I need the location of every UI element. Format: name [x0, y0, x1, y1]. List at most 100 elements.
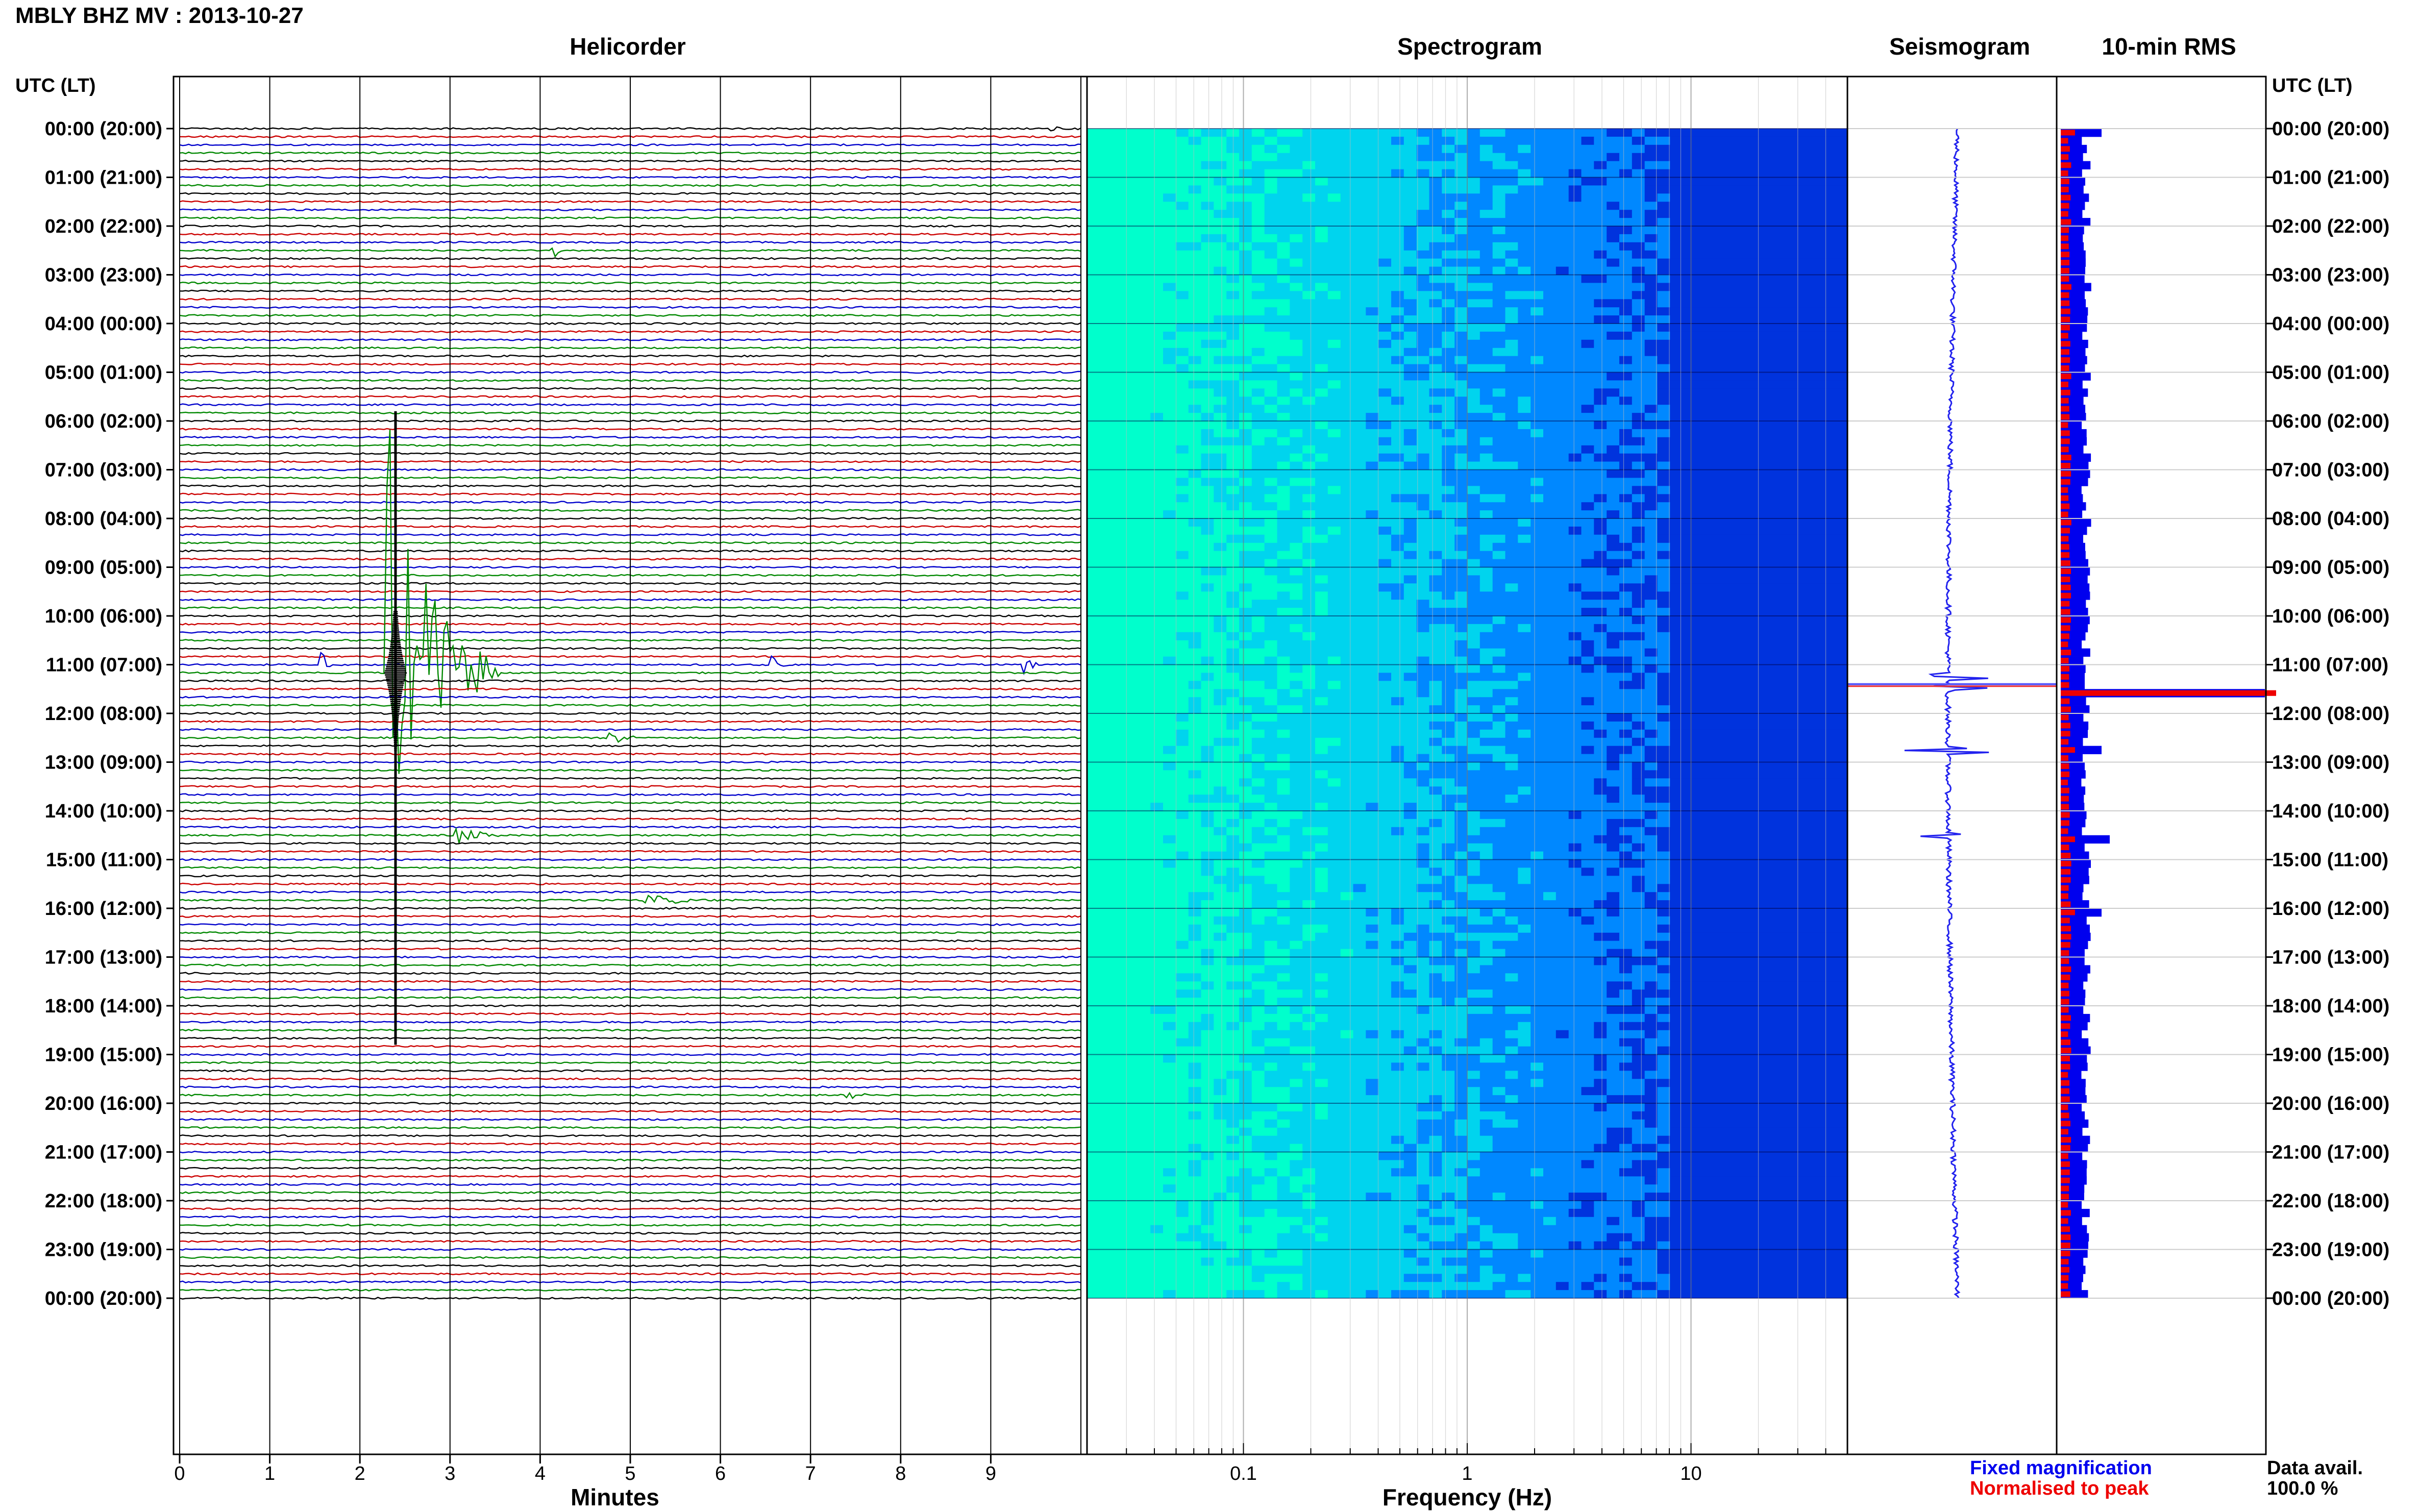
spectrogram-cell [1771, 770, 1785, 779]
spectrogram-cell [1720, 177, 1734, 186]
spectrogram-cell [1442, 478, 1455, 486]
spectrogram-cell [1568, 453, 1582, 462]
spectrogram-cell [1720, 445, 1734, 454]
spectrogram-cell [1644, 600, 1658, 608]
spectrogram-cell [1201, 144, 1214, 154]
spectrogram-cell [1518, 689, 1531, 698]
spectrogram-cell [1594, 339, 1607, 349]
spectrogram-cell [1809, 721, 1822, 730]
spectrogram-cell [1771, 616, 1785, 625]
spectrogram-cell [1125, 778, 1138, 787]
spectrogram-cell [1733, 275, 1746, 283]
spectrogram-cell [1759, 250, 1772, 259]
spectrogram-cell [1454, 518, 1468, 527]
spectrogram-cell [1720, 283, 1734, 291]
spectrogram-cell [1391, 453, 1404, 462]
spectrogram-cell [1594, 673, 1607, 681]
spectrogram-cell [1239, 754, 1252, 763]
spectrogram-cell [1835, 697, 1848, 706]
spectrogram-cell [1175, 129, 1189, 137]
spectrogram-cell [1175, 567, 1189, 576]
spectrogram-cell [1531, 608, 1544, 616]
spectrogram-cell [1796, 526, 1810, 535]
spectrogram-cell [1657, 526, 1670, 535]
spectrogram-cell [1163, 648, 1176, 657]
spectrogram-cell [1264, 144, 1278, 154]
spectrogram-cell [1479, 210, 1493, 218]
spectrogram-cell [1607, 299, 1620, 308]
spectrogram-cell [1099, 153, 1113, 162]
spectrogram-cell [1277, 721, 1290, 730]
spectrogram-cell [1302, 486, 1316, 494]
spectrogram-cell [1112, 591, 1126, 600]
spectrogram-cell [1138, 461, 1151, 470]
spectrogram-cell [1353, 705, 1366, 714]
spectrogram-cell [1214, 129, 1227, 137]
spectrogram-cell [1467, 656, 1480, 665]
spectrogram-cell [1708, 161, 1721, 170]
spectrogram-cell [1239, 234, 1252, 243]
spectrogram-cell [1543, 754, 1557, 763]
spectrogram-cell [1581, 689, 1594, 698]
spectrogram-cell [1378, 494, 1392, 503]
spectrogram-cell [1112, 494, 1126, 503]
spectrogram-cell [1150, 656, 1164, 665]
spectrogram-cell [1112, 144, 1126, 154]
spectrogram-cell [1340, 136, 1354, 145]
spectrogram-cell [1683, 518, 1696, 527]
spectrogram-cell [1163, 478, 1176, 486]
spectrogram-cell [1683, 258, 1696, 267]
spectrogram-cell [1264, 656, 1278, 665]
spectrogram-cell [1822, 575, 1835, 584]
spectrogram-cell [1670, 583, 1683, 592]
spectrogram-cell [1087, 762, 1100, 771]
spectrogram-cell [1479, 542, 1493, 552]
spectrogram-cell [1670, 169, 1683, 178]
spectrogram-cell [1759, 445, 1772, 454]
spectrogram-cell [1429, 478, 1442, 486]
spectrogram-cell [1720, 478, 1734, 486]
spectrogram-cell [1467, 193, 1480, 202]
spectrogram-cell [1416, 526, 1430, 535]
spectrogram-cell [1809, 266, 1822, 276]
spectrogram-cell [1594, 494, 1607, 503]
spectrogram-cell [1746, 242, 1759, 251]
spectrogram-cell [1340, 307, 1354, 316]
spectrogram-cell [1632, 299, 1645, 308]
spectrogram-cell [1467, 648, 1480, 657]
spectrogram-cell [1759, 218, 1772, 227]
spectrogram-cell [1290, 210, 1303, 218]
spectrogram-cell [1340, 372, 1354, 381]
spectrogram-cell [1594, 226, 1607, 235]
spectrogram-cell [1138, 713, 1151, 722]
spectrogram-cell [1607, 648, 1620, 657]
spectrogram-cell [1619, 502, 1633, 511]
spectrogram-cell [1683, 226, 1696, 235]
spectrogram-cell [1099, 518, 1113, 527]
spectrogram-cell [1796, 461, 1810, 470]
spectrogram-cell [1099, 210, 1113, 218]
spectrogram-cell [1683, 429, 1696, 438]
spectrogram-cell [1531, 266, 1544, 276]
spectrogram-cell [1391, 551, 1404, 560]
spectrogram-cell [1340, 258, 1354, 267]
spectrogram-cell [1290, 250, 1303, 259]
spectrogram-cell [1251, 218, 1265, 227]
spectrogram-cell [1175, 445, 1189, 454]
spectrogram-cell [1835, 721, 1848, 730]
spectrogram-cell [1708, 518, 1721, 527]
spectrogram-cell [1708, 762, 1721, 771]
spectrogram-cell [1632, 388, 1645, 397]
spectrogram-cell [1290, 161, 1303, 170]
spectrogram-cell [1581, 624, 1594, 633]
spectrogram-cell [1479, 632, 1493, 641]
spectrogram-cell [1378, 413, 1392, 422]
spectrogram-cell [1201, 258, 1214, 267]
spectrogram-cell [1708, 559, 1721, 568]
spectrogram-cell [1492, 372, 1506, 381]
spectrogram-cell [1467, 453, 1480, 462]
spectrogram-cell [1366, 185, 1379, 194]
spectrogram-cell [1644, 258, 1658, 267]
spectrogram-cell [1784, 136, 1797, 145]
spectrogram-cell [1315, 664, 1328, 673]
